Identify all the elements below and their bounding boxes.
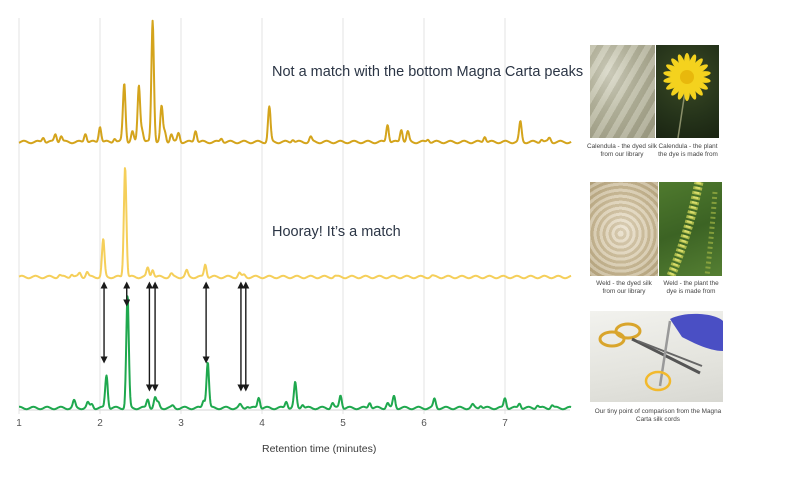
x-tick-4: 4 <box>259 418 265 429</box>
x-tick-6: 6 <box>421 418 427 429</box>
x-axis-title: Retention time (minutes) <box>262 443 377 455</box>
lab-tweezers-scissors-icon <box>598 313 723 392</box>
vertical-gridlines <box>18 18 506 414</box>
peak-match-arrows <box>100 281 250 392</box>
annotation-not-a-match: Not a match with the bottom Magna Carta … <box>272 64 584 80</box>
magna-carta-caption: Our tiny point of comparison from the Ma… <box>594 408 722 423</box>
calendula-silk-photo <box>590 45 655 138</box>
flower-icon <box>663 53 711 138</box>
chromatogram-chart <box>18 18 572 414</box>
x-tick-5: 5 <box>340 418 346 429</box>
calendula-plant-caption: Calendula - the plant the dye is made fr… <box>658 143 718 158</box>
calendula-silk-caption: Calendula - the dyed silk from our libra… <box>587 143 657 158</box>
x-tick-3: 3 <box>178 418 184 429</box>
weld-plant-caption: Weld - the plant the dye is made from <box>663 280 719 295</box>
x-tick-2: 2 <box>97 418 103 429</box>
magna-carta-sample-photo <box>590 311 723 402</box>
weld-silk-photo <box>590 182 658 276</box>
weld-plant-photo <box>659 182 722 276</box>
x-tick-7: 7 <box>502 418 508 429</box>
calendula-trace <box>18 19 572 145</box>
weld-trace <box>18 167 572 280</box>
annotation-match: Hooray! It’s a match <box>272 224 401 240</box>
magna-carta-trace <box>18 295 572 411</box>
weld-silk-caption: Weld - the dyed silk from our library <box>596 280 652 295</box>
weld-flower-spike-icon <box>666 182 718 276</box>
x-tick-1: 1 <box>16 418 22 429</box>
calendula-flower-photo <box>656 45 719 138</box>
